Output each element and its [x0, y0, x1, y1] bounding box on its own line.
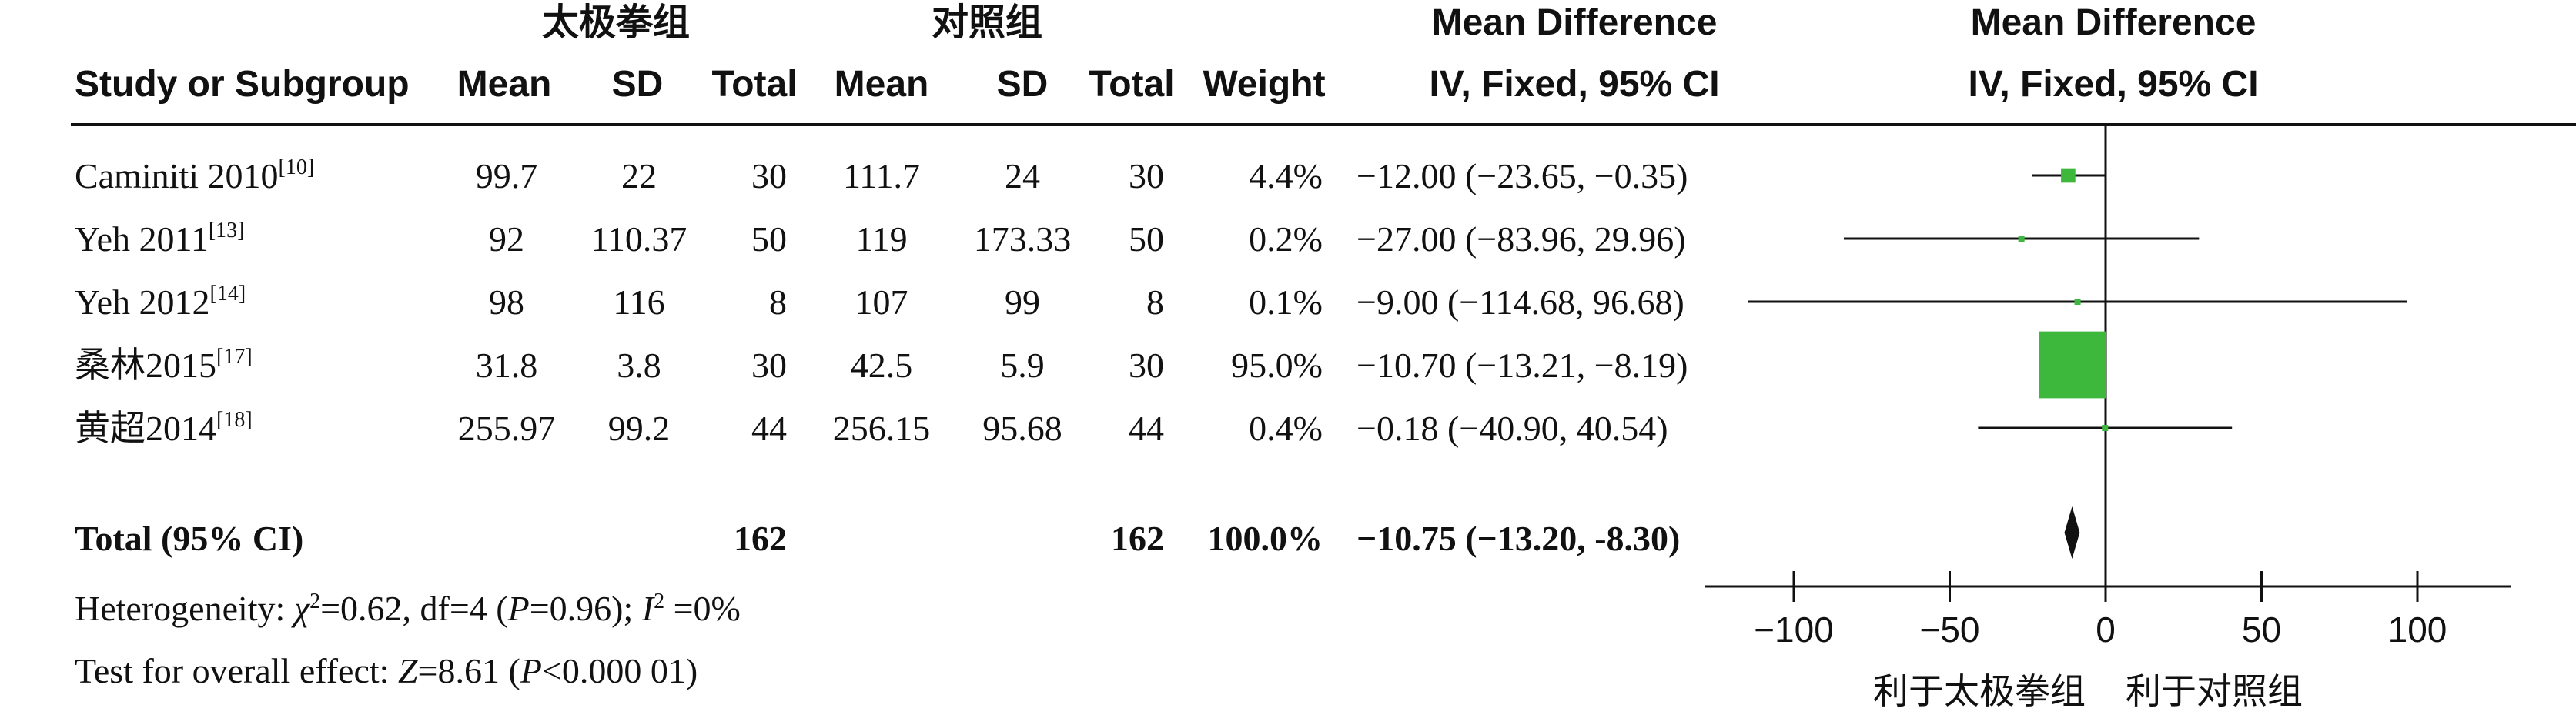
group1-label: 太极拳组 — [542, 1, 690, 44]
study-mean1: 31.8 — [476, 346, 538, 385]
study-sd2: 24 — [1005, 156, 1040, 195]
total-diamond — [2064, 506, 2080, 559]
col-weight: Weight — [1203, 64, 1325, 105]
study-mean2: 111.7 — [843, 156, 920, 195]
study-mean1: 92 — [489, 219, 524, 259]
study-total2: 44 — [1129, 409, 1164, 448]
favours-left-label: 利于太极拳组 — [1873, 670, 2086, 712]
study-weight: 0.2% — [1249, 219, 1323, 259]
plot-label-top: Mean Difference — [1971, 2, 2257, 43]
md-label-bottom: IV, Fixed, 95% CI — [1429, 64, 1719, 105]
study-total1: 8 — [769, 282, 787, 322]
study-ci: −9.00 (−114.68, 96.68) — [1357, 282, 1684, 322]
favours-right-label: 利于对照组 — [2126, 670, 2303, 712]
study-ref: [18] — [216, 408, 253, 432]
study-sd2: 99 — [1005, 282, 1040, 322]
study-marker — [2102, 425, 2109, 431]
study-total2: 8 — [1146, 282, 1164, 322]
x-tick-label: 0 — [2096, 610, 2116, 650]
study-total2: 30 — [1129, 346, 1164, 385]
study-mean2: 256.15 — [833, 409, 931, 448]
study-sd1: 110.37 — [591, 219, 687, 259]
study-total1: 30 — [751, 156, 787, 195]
study-sd1: 116 — [613, 282, 664, 322]
study-sd2: 95.68 — [982, 409, 1062, 448]
study-sd2: 173.33 — [974, 219, 1072, 259]
study-ci: −27.00 (−83.96, 29.96) — [1357, 219, 1686, 259]
heterogeneity-text: Heterogeneity: χ2=0.62, df=4 (P=0.96); I… — [75, 589, 741, 628]
study-name: 桑林2015[17] — [75, 345, 253, 385]
study-ci: −12.00 (−23.65, −0.35) — [1357, 156, 1688, 195]
study-weight: 0.1% — [1249, 282, 1323, 322]
study-ref: [10] — [279, 155, 315, 179]
study-marker — [2018, 236, 2025, 242]
total-label: Total (95% CI) — [75, 519, 303, 558]
study-mean1: 98 — [489, 282, 524, 322]
study-ci: −0.18 (−40.90, 40.54) — [1357, 409, 1668, 448]
study-weight: 0.4% — [1249, 409, 1323, 448]
col-total2: Total — [1089, 64, 1174, 105]
x-tick-label: 50 — [2242, 610, 2281, 650]
total-ci: −10.75 (−13.20, -8.30) — [1357, 519, 1680, 558]
study-sd2: 5.9 — [1000, 346, 1045, 385]
study-mean2: 107 — [855, 282, 908, 322]
col-total1: Total — [711, 64, 797, 105]
study-sd1: 22 — [621, 156, 657, 195]
study-mean2: 119 — [855, 219, 907, 259]
study-ci: −10.70 (−13.21, −8.19) — [1357, 346, 1688, 385]
col-mean2: Mean — [835, 64, 929, 105]
study-mean1: 255.97 — [458, 409, 556, 448]
study-sd1: 3.8 — [617, 346, 661, 385]
x-tick-label: 100 — [2388, 610, 2447, 650]
study-ref: [17] — [216, 345, 253, 369]
study-mean1: 99.7 — [476, 156, 538, 195]
study-rows: Caminiti 2010[10] 99.7 22 30 111.7 24 30 4.4% −1… — [75, 155, 1688, 448]
study-weight: 95.0% — [1231, 346, 1323, 385]
study-marker — [2039, 331, 2106, 399]
study-ref: [14] — [210, 282, 246, 306]
study-name: Yeh 2012[14] — [75, 282, 246, 322]
plot-area: −100 −50 0 50 100 利于太极拳组 利于对照组 — [1705, 125, 2511, 712]
col-sd2: SD — [997, 64, 1049, 105]
col-sd1: SD — [612, 64, 664, 105]
study-weight: 4.4% — [1249, 156, 1323, 195]
x-tick-label: −50 — [1919, 610, 1979, 650]
overall-effect-text: Test for overall effect: Z=8.61 (P<0.000… — [75, 651, 698, 690]
plot-label-bottom: IV, Fixed, 95% CI — [1968, 64, 2258, 105]
study-marker — [2074, 299, 2081, 305]
x-tick-label: −100 — [1754, 610, 1834, 650]
study-total2: 30 — [1129, 156, 1164, 195]
md-label-top: Mean Difference — [1432, 2, 1718, 43]
study-name: Yeh 2011[13] — [75, 219, 244, 259]
study-total2: 50 — [1129, 219, 1164, 259]
col-study: Study or Subgroup — [75, 64, 410, 105]
total-n1: 162 — [734, 519, 787, 558]
study-total1: 30 — [751, 346, 787, 385]
group2-label: 对照组 — [932, 1, 1042, 44]
study-total1: 44 — [751, 409, 787, 448]
study-ref: [13] — [209, 219, 245, 242]
col-mean1: Mean — [457, 64, 552, 105]
total-weight: 100.0% — [1208, 519, 1323, 558]
study-mean2: 42.5 — [851, 346, 913, 385]
total-n2: 162 — [1111, 519, 1164, 558]
study-total1: 50 — [751, 219, 787, 259]
study-marker — [2061, 168, 2076, 183]
study-name: 黄超2014[18] — [75, 408, 253, 448]
study-name: Caminiti 2010[10] — [75, 155, 314, 195]
study-sd1: 99.2 — [608, 409, 671, 448]
